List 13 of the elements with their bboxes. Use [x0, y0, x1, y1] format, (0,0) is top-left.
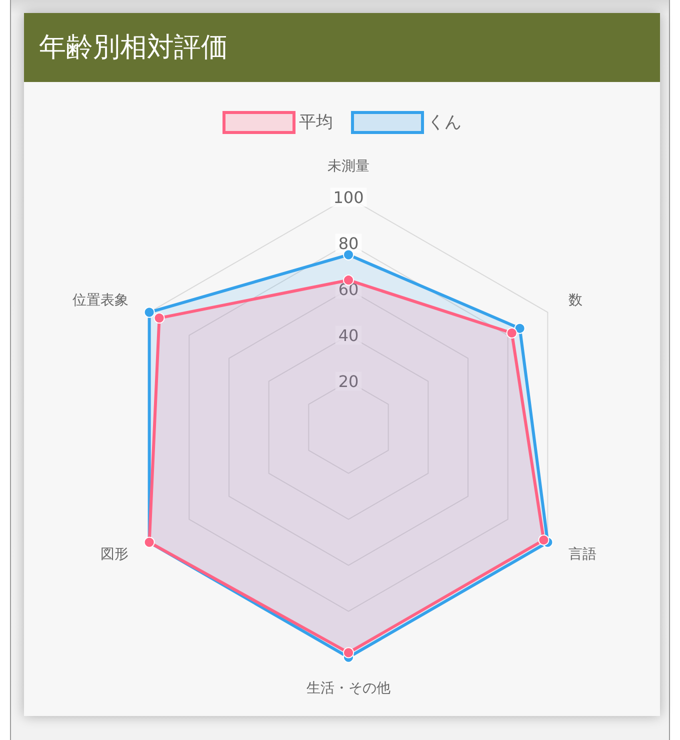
y-tick-label: 20 — [338, 372, 359, 391]
spoke-label: 未測量 — [328, 158, 370, 174]
spoke-label: 生活・その他 — [306, 680, 390, 696]
chart-title: 年齢別相対評価 — [24, 13, 660, 82]
spoke-label: 位置表象 — [72, 292, 129, 308]
y-tick-label: 80 — [338, 234, 359, 253]
legend-label: 平均 — [299, 112, 333, 132]
spoke-label: 図形 — [100, 546, 129, 562]
legend-label: くん — [428, 112, 462, 132]
spoke-label: 数 — [568, 292, 582, 308]
y-tick-label: 100 — [333, 188, 364, 207]
spoke-label: 言語 — [568, 546, 596, 562]
y-tick-label: 40 — [338, 326, 359, 345]
